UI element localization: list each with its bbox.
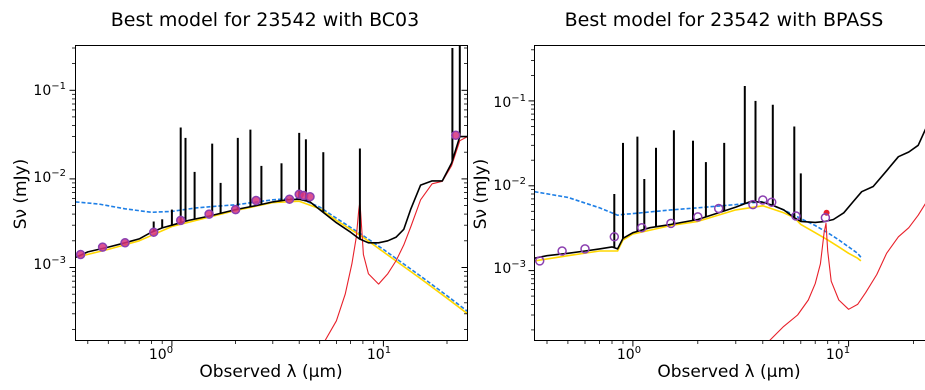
axes-frame	[534, 45, 925, 341]
axis-ticks	[528, 49, 914, 347]
x-axis-label: Observed λ (μm)	[657, 362, 800, 382]
y-tick-label: 10−1	[493, 93, 526, 111]
axis-ticks	[69, 47, 468, 347]
y-tick-label: 10−3	[493, 259, 526, 277]
stellar-unattenuated-line	[534, 190, 863, 259]
observed-flux-point	[693, 212, 703, 222]
observed-flux-point	[637, 222, 647, 233]
x-axis-label: Observed λ (μm)	[199, 362, 342, 382]
observed-flux-point	[284, 194, 295, 204]
observed-flux-point	[451, 130, 461, 141]
plot-area	[69, 45, 468, 347]
x-tick-label: 101	[367, 345, 391, 363]
observed-flux-point	[148, 227, 159, 237]
y-tick-label: 10−2	[493, 176, 526, 194]
y-tick-label: 10−2	[33, 168, 66, 186]
dust-emission-line	[769, 203, 925, 341]
y-axis-label: Sν (mJy)	[471, 159, 491, 230]
dust-emission-line	[324, 136, 468, 341]
series-group	[534, 86, 925, 341]
observed-flux-point	[666, 218, 676, 229]
y-axis-label: Sν (mJy)	[11, 159, 31, 230]
y-tick-label: 10−1	[33, 81, 66, 99]
chart-title: Best model for 23542 with BC03	[111, 9, 419, 31]
observed-flux-point	[609, 232, 620, 242]
observed-flux-point	[791, 211, 801, 221]
stellar-attenuated-line	[75, 200, 468, 315]
total-model-line	[534, 128, 925, 259]
axes-frame	[75, 45, 468, 341]
panel-bc03: Best model for 23542 with BC03 Observed …	[11, 9, 468, 382]
chart-title: Best model for 23542 with BPASS	[565, 9, 884, 31]
observed-flux-point	[534, 256, 545, 266]
total-model-line	[75, 135, 468, 259]
observed-flux-point	[75, 249, 86, 260]
observed-flux-point	[175, 215, 186, 226]
observed-flux-point	[713, 203, 724, 214]
stellar-attenuated-line	[534, 205, 862, 262]
series-group	[75, 45, 468, 341]
observed-flux-point	[230, 204, 241, 215]
panel-bpass: Best model for 23542 with BPASS Observed…	[471, 9, 925, 382]
stellar-unattenuated-line	[75, 197, 468, 312]
observed-flux-point	[120, 238, 130, 248]
observed-flux-point	[251, 195, 261, 206]
observed-flux-point	[97, 242, 108, 252]
observed-flux-point	[758, 195, 768, 205]
x-tick-label: 100	[617, 345, 641, 363]
x-tick-label: 100	[149, 345, 173, 363]
observed-flux-point	[557, 246, 567, 256]
observed-flux-point	[748, 199, 758, 210]
observed-flux-point	[305, 191, 315, 202]
observed-flux-point	[580, 244, 590, 254]
observed-flux-point	[820, 212, 831, 223]
observed-flux-point	[766, 197, 777, 207]
observed-flux-point	[204, 209, 214, 219]
plot-area	[528, 49, 925, 347]
y-tick-label: 10−3	[33, 255, 66, 273]
x-tick-label: 101	[826, 345, 850, 363]
